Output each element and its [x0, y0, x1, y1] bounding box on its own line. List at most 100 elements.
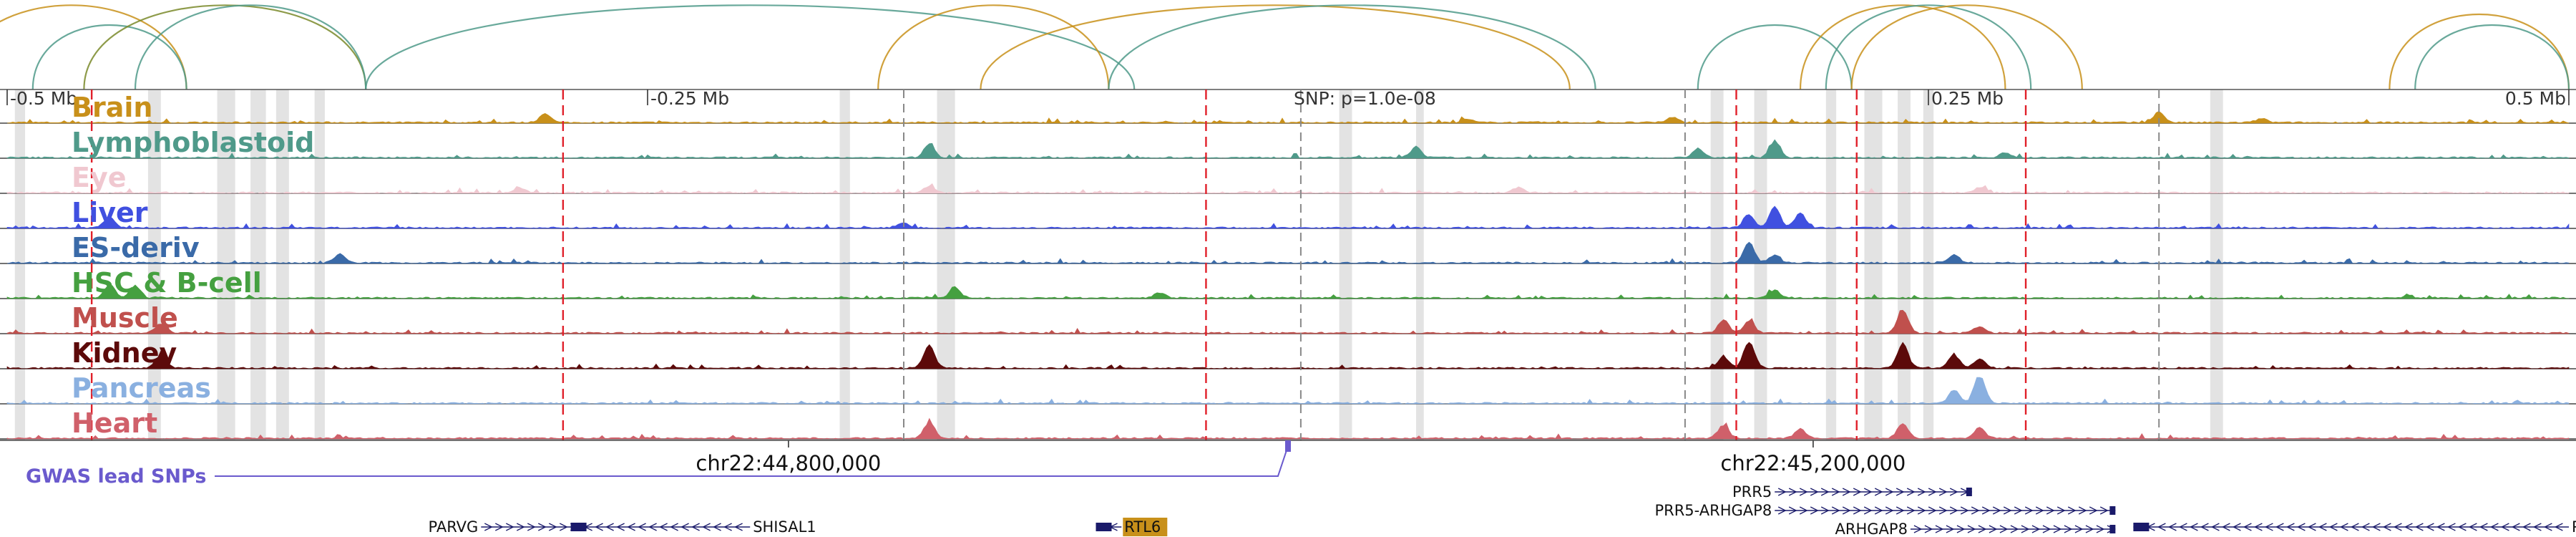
gene-parvg: PARVG [429, 518, 584, 536]
strand-chevron [1999, 525, 2009, 533]
strand-chevron [670, 523, 678, 531]
interaction-arc [2389, 13, 2570, 90]
strand-chevron [1820, 488, 1830, 496]
highlight-region [2210, 90, 2223, 440]
top-tick-label: -0.25 Mb [650, 88, 729, 109]
strand-chevron [2053, 525, 2062, 533]
track-signal [6, 183, 2570, 194]
track-brain [0, 111, 2576, 124]
highlight-region [1416, 90, 1424, 440]
strand-chevron [2085, 525, 2094, 533]
track-label: Brain [72, 92, 152, 123]
strand-chevron [680, 523, 689, 531]
strand-chevron [1956, 525, 1966, 533]
strand-chevron [2003, 506, 2012, 515]
highlight-region [14, 90, 26, 440]
strand-chevron [2042, 525, 2051, 533]
top-tick-label: -0.5 Mb [10, 88, 77, 109]
strand-chevron [691, 523, 700, 531]
interaction-arc [365, 4, 1136, 90]
strand-chevron [648, 523, 657, 531]
track-signal [6, 205, 2570, 229]
strand-chevron [2010, 525, 2019, 533]
strand-chevron [2371, 523, 2381, 531]
gwas-connector [215, 445, 1289, 477]
track-eye [0, 183, 2576, 194]
strand-chevron [2096, 525, 2105, 533]
strand-chevron [2014, 506, 2023, 515]
strand-chevron [2446, 523, 2456, 531]
strand-chevron [2479, 523, 2488, 531]
axis-ticks: -0.5 Mb -0.25 Mb 0.25 Mb 0.5 Mb SNP: p=1.0e-… [0, 88, 2576, 475]
gene-annotations: PARVG SHISAL1 RTL6 PRR5 PRR5-ARHGAP8 ARHGAP8 P… [429, 483, 2576, 537]
strand-chevron [1853, 506, 1862, 515]
strand-chevron [560, 523, 568, 531]
highlight-region [217, 90, 235, 440]
strand-chevron [2178, 523, 2187, 531]
strand-chevron [2500, 523, 2509, 531]
strand-chevron [2468, 523, 2477, 531]
track-label: Eye [72, 162, 127, 193]
track-signal [6, 139, 2570, 159]
strand-chevron [1906, 506, 1916, 515]
interaction-arc [1825, 4, 2032, 90]
top-tick-label: 0.25 Mb [1931, 88, 2004, 109]
strand-chevron [2210, 523, 2220, 531]
strand-chevron [2511, 523, 2520, 531]
highlight-region [275, 90, 289, 440]
highlight-region [1339, 90, 1352, 440]
gene-label: PRR5 [1732, 483, 1772, 500]
track-lymphoblastoid [0, 139, 2576, 159]
track-es-deriv [0, 241, 2576, 264]
gene-label: SHISAL1 [753, 518, 816, 536]
strand-chevron [1917, 506, 1926, 515]
strand-chevron [713, 523, 721, 531]
highlight-region [1923, 90, 1934, 440]
track-hsc-b-cell [0, 284, 2576, 299]
strand-chevron [2078, 506, 2087, 515]
strand-chevron [659, 523, 668, 531]
strand-chevron [2339, 523, 2348, 531]
strand-chevron [1946, 525, 1955, 533]
gene-arhgap8: ARHGAP8 [1835, 521, 2116, 537]
highlight-region [1898, 90, 1911, 440]
strand-chevron [1928, 506, 1937, 515]
strand-chevron [1989, 525, 1998, 533]
strand-chevron [2543, 523, 2552, 531]
gwas-label: GWAS lead SNPs [26, 465, 206, 488]
strand-chevron [2285, 523, 2295, 531]
strand-chevron [1842, 506, 1851, 515]
interaction-arc [1697, 24, 1853, 90]
strand-chevron [2089, 506, 2098, 515]
strand-chevron [605, 523, 614, 531]
track-label: Pancreas [72, 372, 211, 404]
strand-chevron [484, 523, 493, 531]
strand-chevron [2318, 523, 2327, 531]
strand-chevron [2074, 525, 2084, 533]
strand-chevron [2200, 523, 2209, 531]
strand-chevron [1971, 506, 1980, 515]
track-muscle [0, 309, 2576, 334]
strand-chevron [549, 523, 557, 531]
highlight-region [314, 90, 325, 440]
strand-chevron [2035, 506, 2044, 515]
gene-highlight [1123, 518, 1168, 536]
highlight-region [937, 90, 955, 440]
strand-chevron [627, 523, 635, 531]
strand-chevron [1874, 506, 1883, 515]
interaction-arc [83, 4, 367, 90]
strand-chevron [2067, 506, 2077, 515]
gene-phf21b: PHF21B [2133, 518, 2576, 536]
strand-chevron [2221, 523, 2230, 531]
track-labels: Brain Lymphoblastoid Eye Liver ES-deriv HSC &… [72, 92, 314, 439]
gwas-snp-marker [1285, 440, 1291, 452]
signal-tracks [0, 89, 2576, 440]
track-signal [6, 417, 2570, 440]
strand-chevron [1788, 488, 1797, 496]
highlight-region [147, 90, 161, 440]
interaction-arc [1799, 4, 2006, 90]
strand-chevron [2436, 523, 2445, 531]
gene-label: PARVG [429, 518, 479, 536]
interaction-arc [1850, 4, 2083, 90]
